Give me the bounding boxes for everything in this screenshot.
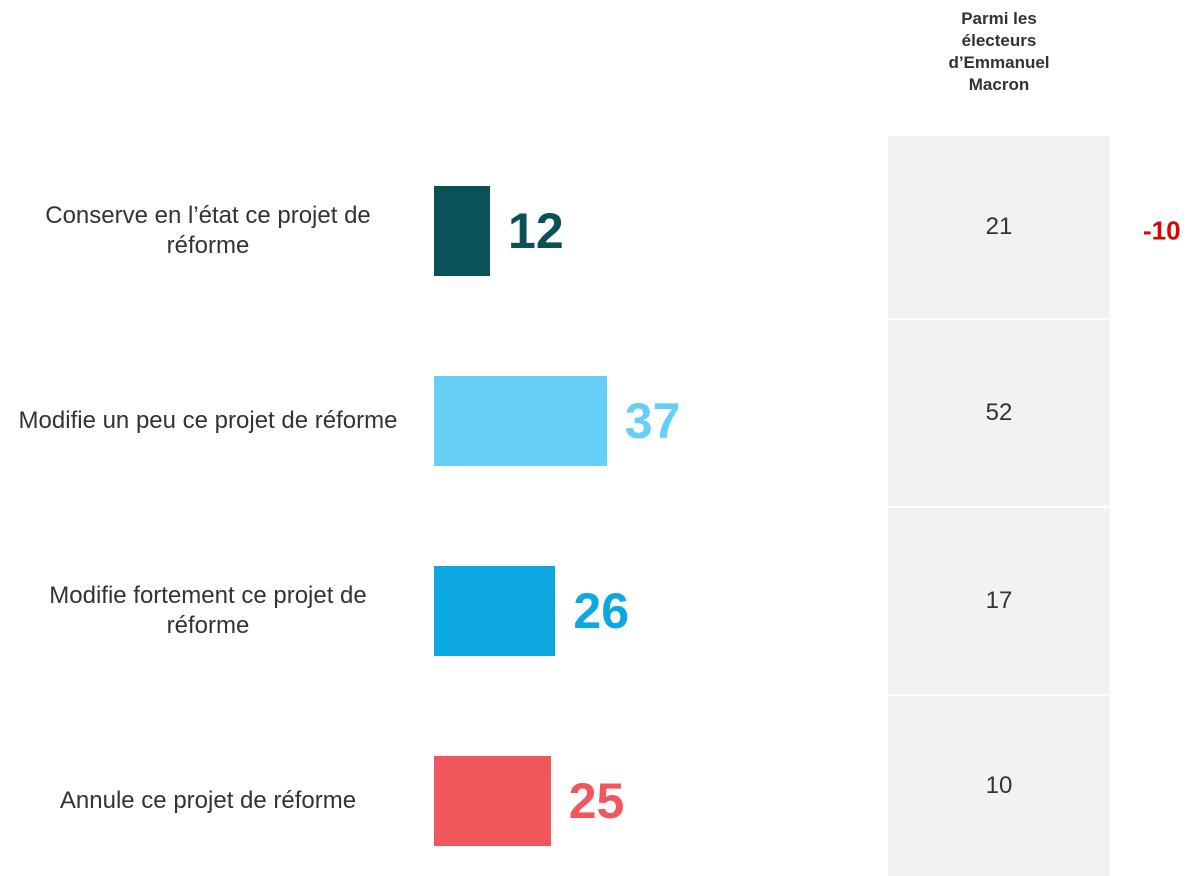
value-label: 25 bbox=[568, 773, 625, 829]
table-cell bbox=[888, 320, 1110, 506]
table-value: 17 bbox=[985, 587, 1013, 614]
annotation: -10 bbox=[1143, 215, 1181, 246]
table-value: 10 bbox=[985, 772, 1013, 799]
category-label: Modifie fortement ce projet de réforme bbox=[49, 582, 367, 639]
value-label: 26 bbox=[573, 583, 630, 639]
category-label: Modifie un peu ce projet de réforme bbox=[18, 407, 398, 434]
bar bbox=[434, 376, 607, 466]
category-label: Conserve en l’état ce projet de réforme bbox=[45, 202, 371, 259]
table-value: 52 bbox=[985, 399, 1013, 426]
table-header: Parmi les électeurs d’Emmanuel Macron bbox=[948, 9, 1050, 94]
table-cell bbox=[888, 136, 1110, 318]
table-cell bbox=[888, 696, 1110, 876]
value-label: 37 bbox=[624, 393, 681, 449]
table-cell bbox=[888, 508, 1110, 694]
table-value: 21 bbox=[985, 213, 1013, 240]
value-label: 12 bbox=[508, 203, 564, 259]
bar bbox=[434, 186, 491, 276]
bar bbox=[434, 756, 551, 846]
bar bbox=[434, 566, 556, 656]
category-label: Annule ce projet de réforme bbox=[59, 787, 357, 814]
